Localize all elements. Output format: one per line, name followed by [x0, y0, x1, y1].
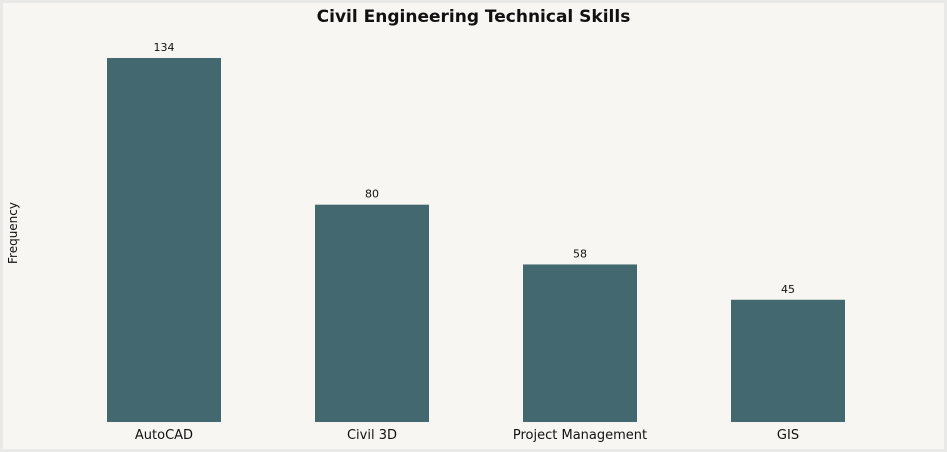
chart-frame: Civil Engineering Technical Skills Frequ… [3, 3, 944, 449]
x-tick-label: AutoCAD [135, 428, 193, 443]
data-label: 45 [781, 283, 795, 296]
data-label: 80 [365, 188, 379, 201]
chart-title: Civil Engineering Technical Skills [316, 7, 631, 27]
x-tick-label: Project Management [513, 428, 647, 443]
bar-gis [731, 299, 845, 422]
x-tick-label: Civil 3D [347, 428, 397, 443]
x-tick-label: GIS [777, 428, 799, 443]
bar-chart: 134 AutoCAD 80 Civil 3D 58 Project Management… [107, 41, 845, 443]
data-label: 58 [573, 247, 587, 260]
bar-project-management [523, 264, 637, 422]
bar-civil-3d [315, 204, 429, 422]
bar-autocad [107, 58, 221, 422]
data-label: 134 [154, 41, 175, 54]
